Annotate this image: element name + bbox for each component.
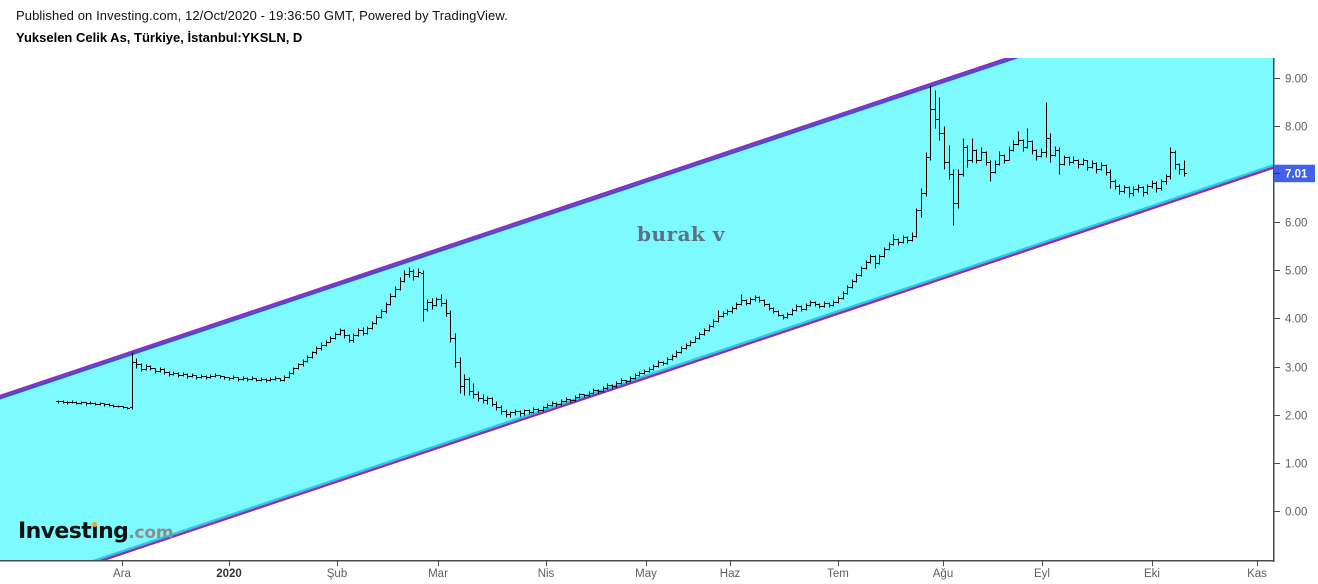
watermark: burak v <box>637 222 725 246</box>
time-axis[interactable]: Ara 2020 Şub Mar Nis May Haz Tem Ağu Eyl Eki Kas <box>113 561 1267 581</box>
time-axis-label: May <box>635 568 657 580</box>
logo-orange-dot <box>91 521 97 527</box>
time-axis-label: Nis <box>538 568 555 580</box>
time-axis-label: Eyl <box>1034 568 1050 580</box>
time-axis-label: Eki <box>1144 568 1160 580</box>
title-block: Published on Investing.com, 12/Oct/2020 … <box>16 8 508 45</box>
time-axis-label: Mar <box>428 568 448 580</box>
time-axis-label: Haz <box>720 568 741 580</box>
price-axis-label: 3.00 <box>1285 363 1307 375</box>
price-axis-label: 9.00 <box>1285 74 1307 86</box>
price-axis-label: 5.00 <box>1285 266 1307 278</box>
price-axis-label: 0.00 <box>1285 507 1307 519</box>
last-price-text: 7.01 <box>1285 169 1308 181</box>
time-axis-label: Kas <box>1247 568 1267 580</box>
price-axis-label: 1.00 <box>1285 459 1307 471</box>
investing-logo[interactable]: Investı ng.com <box>18 519 174 546</box>
logo-suffix: .com <box>128 523 174 543</box>
time-axis-label: Ağu <box>933 568 953 580</box>
time-axis-label: Ara <box>113 568 132 580</box>
channel-upper-line-inner <box>0 58 1019 400</box>
ohlc-bars <box>56 85 1187 418</box>
instrument-title: Yukselen Celik As, Türkiye, İstanbul:YKS… <box>16 30 303 45</box>
channel-upper-line-outer <box>0 58 1012 398</box>
price-axis-label: 6.00 <box>1285 218 1307 230</box>
time-axis-label: 2020 <box>216 568 242 580</box>
logo-dotted-i: ı <box>91 519 99 544</box>
channel-lower-line-outer <box>99 166 1273 560</box>
trend-channel[interactable] <box>0 0 1283 584</box>
published-line: Published on Investing.com, 12/Oct/2020 … <box>16 8 508 23</box>
price-axis-label: 8.00 <box>1285 122 1307 134</box>
price-axis[interactable]: 9.00 8.00 6.00 5.00 4.00 3.00 2.00 1.00 0.00 7.01 <box>1274 74 1315 519</box>
logo-wordmark: Investı ng <box>18 519 129 544</box>
time-axis-label: Tem <box>827 568 849 580</box>
time-axis-label: Şub <box>327 568 347 580</box>
price-axis-label: 2.00 <box>1285 411 1307 423</box>
last-price-label <box>1274 164 1315 183</box>
price-axis-label: 4.00 <box>1285 314 1307 326</box>
channel-fill <box>0 58 1273 560</box>
channel-lower-line-inner <box>92 164 1273 560</box>
